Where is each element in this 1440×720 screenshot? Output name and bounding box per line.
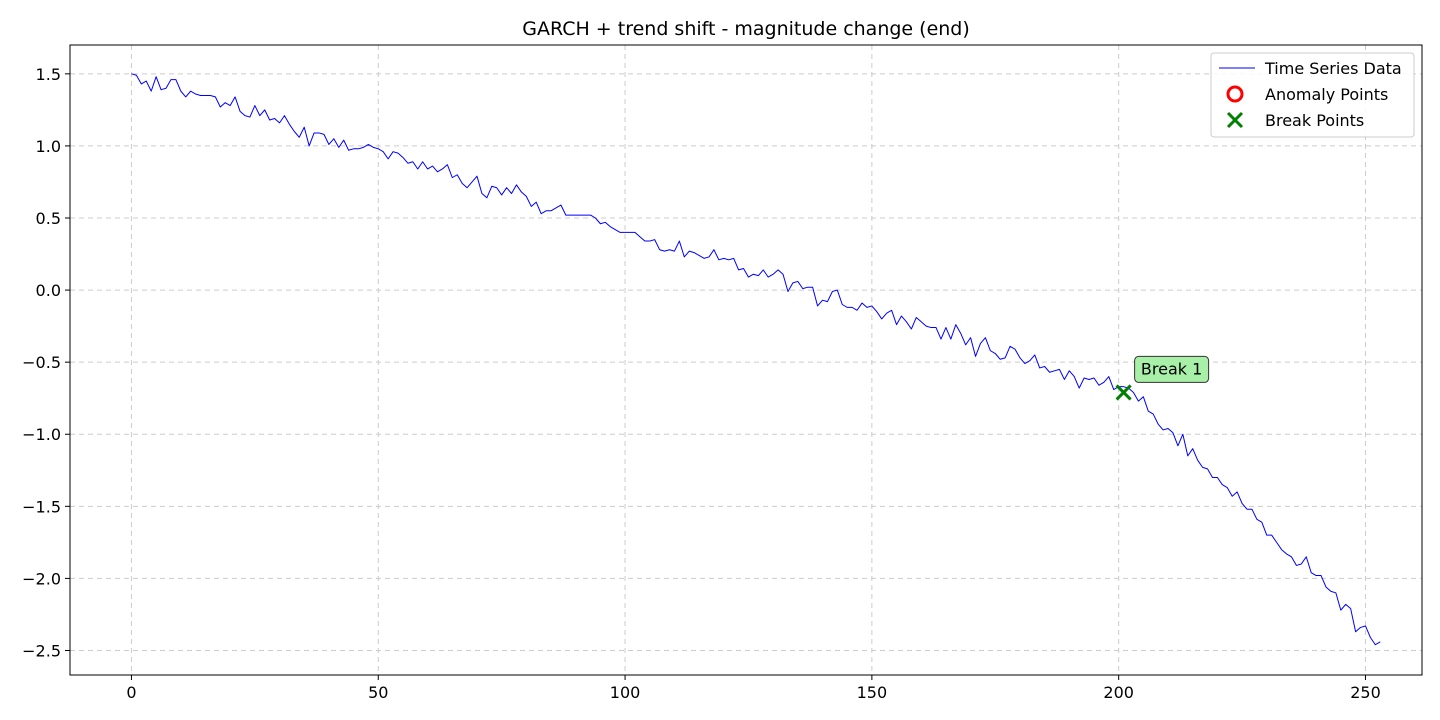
y-tick-label: 0.0 xyxy=(36,281,61,300)
series-line xyxy=(131,73,1381,646)
x-tick-label: 150 xyxy=(857,683,888,702)
tick-layer: 0 50 100 150 200 250 1.5 1.0 0.5 0.0 −0.5 −1.0 −1.5 −… xyxy=(22,65,1381,702)
legend-label: Break Points xyxy=(1265,111,1364,130)
break-annotation-box xyxy=(1134,355,1210,383)
x-tick-label: 100 xyxy=(610,683,641,702)
y-tick-label: 1.0 xyxy=(36,137,61,156)
break-marker-stroke-b xyxy=(1115,384,1132,401)
y-tick-label: −2.0 xyxy=(22,569,61,588)
break-annotation-label: Break 1 xyxy=(1141,359,1202,378)
y-tick-label: −1.5 xyxy=(22,497,61,516)
y-tick-label: −1.0 xyxy=(22,425,61,444)
legend-x-swatch-b xyxy=(1226,111,1244,129)
x-tick-label: 50 xyxy=(368,683,388,702)
x-tick-label: 0 xyxy=(126,683,136,702)
plot-frame xyxy=(69,44,1423,676)
y-tick-label: −0.5 xyxy=(22,353,61,372)
break-layer: Break 1 xyxy=(1115,355,1210,401)
chart-title: GARCH + trend shift - magnitude change (… xyxy=(522,18,970,40)
legend-label: Time Series Data xyxy=(1264,59,1402,78)
series-layer xyxy=(131,73,1381,646)
x-tick-label: 250 xyxy=(1350,683,1381,702)
y-tick-label: 1.5 xyxy=(36,65,61,84)
y-tick-label: −2.5 xyxy=(22,641,61,660)
legend-circle-swatch xyxy=(1226,85,1244,103)
y-tick-label: 0.5 xyxy=(36,209,61,228)
legend: Time Series Data Anomaly Points Break Poin… xyxy=(1210,52,1415,138)
grid-layer xyxy=(70,45,1422,675)
legend-label: Anomaly Points xyxy=(1265,85,1388,104)
legend-box xyxy=(1210,52,1415,138)
x-tick-label: 200 xyxy=(1103,683,1134,702)
